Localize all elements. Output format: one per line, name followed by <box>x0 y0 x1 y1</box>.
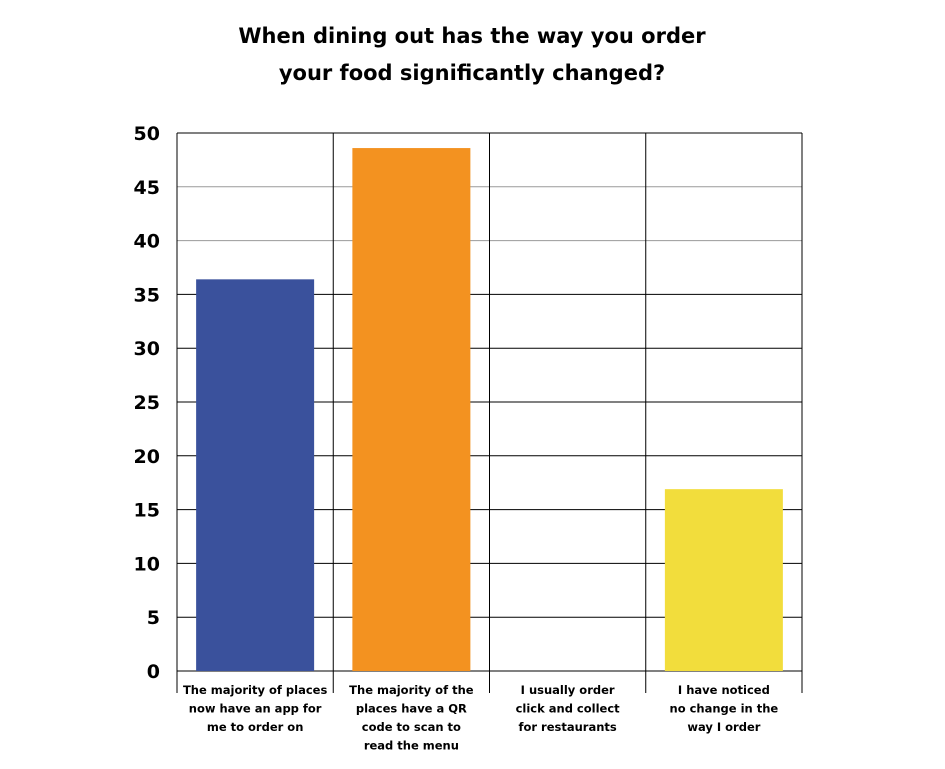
category-label-3-line-1: no change in the <box>670 702 779 716</box>
y-tick-label-35: 35 <box>134 284 160 306</box>
y-tick-label-45: 45 <box>134 177 160 199</box>
y-tick-labels: 0 5 10 15 20 25 30 35 40 45 50 <box>134 123 160 683</box>
y-tick-label-10: 10 <box>134 553 160 575</box>
category-label-3-line-0: I have noticed <box>678 683 770 697</box>
axes <box>176 133 803 693</box>
category-label-2-line-1: click and collect <box>516 702 621 716</box>
y-tick-label-0: 0 <box>147 661 160 683</box>
chart-title-line-2: your food significantly changed? <box>279 61 665 85</box>
y-tick-label-25: 25 <box>134 392 160 414</box>
bar-3 <box>664 489 783 671</box>
category-label-3-line-2: way I order <box>687 720 760 734</box>
category-labels: The majority of places now have an app fo… <box>183 683 778 753</box>
category-label-0-line-2: me to order on <box>207 720 304 734</box>
category-label-1-line-3: read the menu <box>364 739 459 753</box>
category-label-0-line-1: now have an app for <box>189 702 322 716</box>
category-label-2-line-2: for restaurants <box>518 720 616 734</box>
category-label-0-line-0: The majority of places <box>183 683 327 697</box>
bars <box>196 148 783 672</box>
bar-1 <box>352 148 471 672</box>
y-tick-label-50: 50 <box>134 123 160 145</box>
y-tick-label-15: 15 <box>134 500 160 522</box>
y-tick-label-30: 30 <box>134 338 160 360</box>
y-tick-label-5: 5 <box>147 607 160 629</box>
y-tick-label-20: 20 <box>134 446 160 468</box>
category-label-1-line-2: code to scan to <box>362 720 461 734</box>
category-label-1-line-0: The majority of the <box>349 683 474 697</box>
bar-0 <box>196 279 315 671</box>
category-label-1-line-1: places have a QR <box>356 702 467 716</box>
y-tick-label-40: 40 <box>134 231 160 253</box>
category-label-2-line-0: I usually order <box>521 683 615 697</box>
chart-title-line-1: When dining out has the way you order <box>238 24 706 48</box>
